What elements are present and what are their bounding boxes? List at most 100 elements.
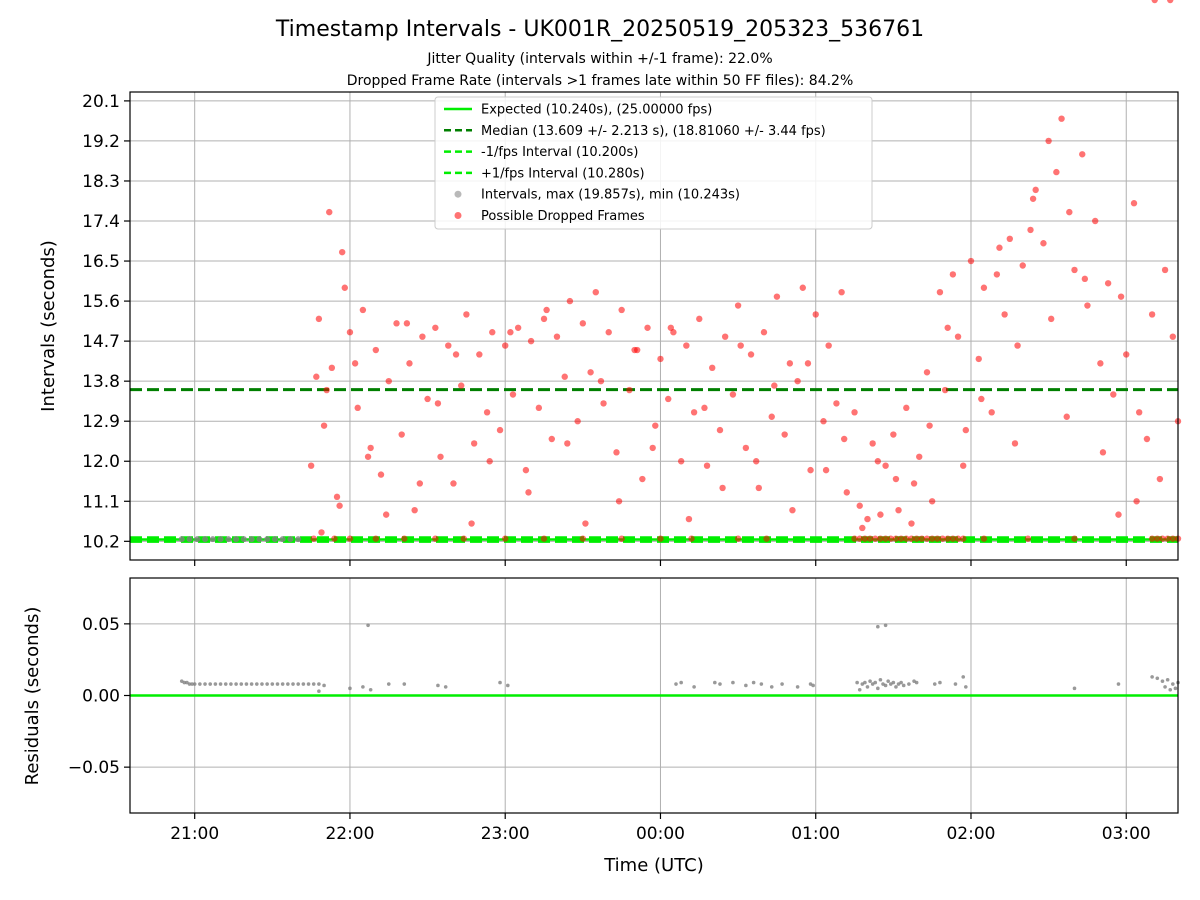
dropped-frame-point xyxy=(980,535,988,542)
dropped-frame-point xyxy=(913,535,920,542)
dropped-frame-point xyxy=(486,458,493,465)
legend-marker-swatch xyxy=(454,212,462,219)
dropped-frame-point xyxy=(763,535,770,542)
dropped-frame-point xyxy=(393,320,400,327)
residual-point xyxy=(317,689,321,694)
residual-point xyxy=(938,680,942,685)
dropped-frame-point xyxy=(600,400,607,407)
dropped-frame-point xyxy=(926,422,933,429)
chart-subtitle-dropped: Dropped Frame Rate (intervals >1 frames … xyxy=(347,73,854,89)
dropped-frame-point xyxy=(522,466,530,474)
dropped-frame-point xyxy=(382,511,390,518)
dropped-frame-point xyxy=(579,320,587,327)
dropped-frame-point xyxy=(773,293,781,300)
residual-point xyxy=(891,680,896,685)
bottom-ytick-label: 0.05 xyxy=(82,615,120,635)
dropped-frame-point xyxy=(833,400,840,407)
dropped-frame-point xyxy=(874,458,882,465)
x-tick-label: 22:00 xyxy=(325,824,374,844)
dropped-frame-point xyxy=(996,244,1003,251)
dropped-frame-point xyxy=(633,346,641,354)
residual-point xyxy=(873,680,878,685)
dropped-frame-point xyxy=(690,409,698,416)
dropped-frame-point xyxy=(336,502,343,509)
residual-point xyxy=(731,680,735,685)
residual-point xyxy=(855,680,859,685)
dropped-frame-point xyxy=(1053,168,1060,176)
dropped-frame-point xyxy=(315,315,323,323)
dropped-frame-point xyxy=(908,535,915,542)
residual-point xyxy=(275,682,280,686)
dropped-frame-point xyxy=(962,426,970,434)
top-ytick-label: 14.7 xyxy=(82,332,120,352)
dropped-frame-point xyxy=(908,520,915,527)
dropped-frame-point xyxy=(1024,535,1032,542)
residual-point xyxy=(291,682,295,686)
dropped-frame-point xyxy=(665,395,672,403)
residual-point xyxy=(443,685,448,689)
x-tick-label: 00:00 xyxy=(636,824,685,844)
dropped-frame-point xyxy=(701,404,708,412)
dropped-frame-point xyxy=(579,535,587,542)
dropped-frame-point xyxy=(509,391,517,398)
dropped-frame-point xyxy=(432,535,439,542)
dropped-frame-point xyxy=(820,418,827,425)
dropped-frame-point xyxy=(1091,217,1099,225)
dropped-frame-point xyxy=(771,382,778,389)
dropped-frame-point xyxy=(882,462,889,469)
dropped-frame-point xyxy=(1071,535,1078,542)
interval-point xyxy=(194,536,201,543)
dropped-frame-point xyxy=(489,329,496,336)
dropped-frame-point xyxy=(1154,535,1161,542)
residuals-panel: 0.05 0.00 −0.05 21:00 22:00 23:00 00:00 01:00 02… xyxy=(68,577,1180,844)
dropped-frame-point xyxy=(1135,409,1143,416)
dropped-frame-point xyxy=(822,466,830,474)
dropped-frame-point xyxy=(1167,0,1174,4)
dropped-frame-point xyxy=(307,462,315,469)
dropped-frame-point xyxy=(1084,302,1091,309)
interval-point xyxy=(271,536,278,543)
x-tick-label: 03:00 xyxy=(1102,824,1151,844)
dropped-frame-point xyxy=(843,489,850,496)
dropped-frame-point xyxy=(1032,186,1039,194)
residual-point xyxy=(239,682,244,686)
residual-point xyxy=(674,682,678,686)
interval-point xyxy=(256,536,263,543)
dropped-frame-point xyxy=(716,426,724,434)
dropped-frame-point xyxy=(877,511,884,518)
dropped-frame-point xyxy=(910,480,918,487)
dropped-frame-point xyxy=(320,422,328,429)
top-ytick-label: 18.3 xyxy=(82,172,120,192)
dropped-frame-point xyxy=(1156,475,1164,483)
dropped-frame-point xyxy=(331,535,338,542)
dropped-frame-point xyxy=(1071,266,1078,274)
interval-point xyxy=(209,536,216,543)
dropped-frame-point xyxy=(903,404,910,412)
residual-point xyxy=(402,682,407,686)
dropped-frame-point xyxy=(1063,413,1070,420)
dropped-frame-point xyxy=(346,535,354,542)
interval-point xyxy=(264,536,271,543)
residual-point xyxy=(1168,687,1173,692)
legend-label: Expected (10.240s), (25.00000 fps) xyxy=(481,103,712,118)
dropped-frame-point xyxy=(877,535,884,542)
dropped-frame-point xyxy=(1014,342,1021,349)
dropped-frame-point xyxy=(1001,311,1008,318)
dropped-frame-point xyxy=(760,329,768,336)
residual-point xyxy=(878,677,883,682)
dropped-frame-point xyxy=(667,324,675,331)
dropped-frame-point xyxy=(918,535,926,542)
interval-point xyxy=(248,536,255,543)
residual-point xyxy=(692,685,696,689)
dropped-frame-point xyxy=(1169,535,1177,542)
dropped-frame-point xyxy=(1006,235,1014,243)
legend-label: -1/fps Interval (10.200s) xyxy=(481,145,638,160)
dropped-frame-point xyxy=(838,288,845,296)
dropped-frame-point xyxy=(1019,262,1026,269)
dropped-frame-point xyxy=(377,471,385,478)
dropped-frame-point xyxy=(525,489,532,496)
dropped-frame-point xyxy=(514,324,522,331)
dropped-frame-point xyxy=(960,535,967,542)
dropped-frame-point xyxy=(923,369,931,376)
